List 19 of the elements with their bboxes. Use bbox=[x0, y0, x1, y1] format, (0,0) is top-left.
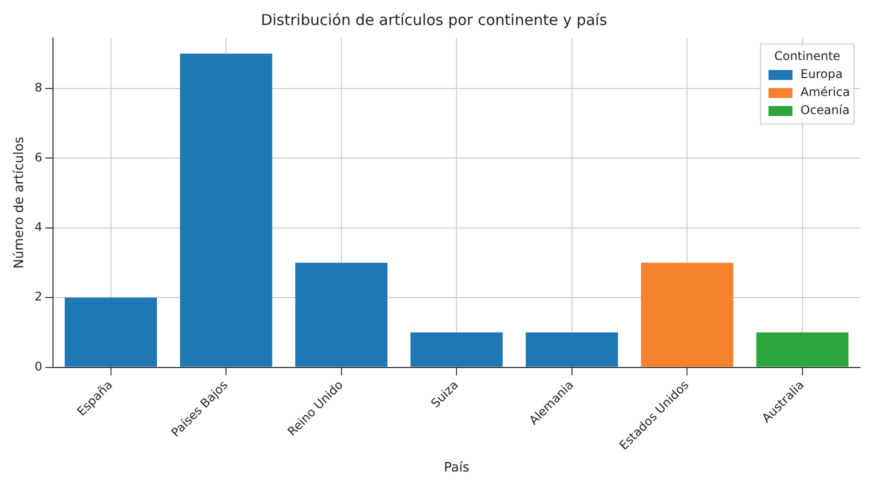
y-axis-title: Número de artículos bbox=[12, 136, 28, 269]
y-tick-label: 8 bbox=[34, 80, 42, 95]
bar bbox=[64, 298, 157, 367]
legend-label: Europa bbox=[800, 67, 843, 82]
legend-label: Oceanía bbox=[800, 103, 850, 118]
bar bbox=[295, 262, 388, 367]
y-tick-label: 0 bbox=[34, 359, 42, 374]
legend-title: Continente bbox=[774, 49, 840, 64]
bar bbox=[180, 54, 272, 367]
bar bbox=[526, 332, 618, 367]
chart-title: Distribución de artículos por continente y país bbox=[260, 10, 608, 29]
y-tick-label: 6 bbox=[34, 150, 42, 164]
bar bbox=[756, 332, 848, 367]
y-tick-label: 4 bbox=[34, 220, 42, 234]
bar bbox=[410, 332, 503, 367]
x-axis-title: País bbox=[444, 460, 470, 476]
bar bbox=[641, 262, 734, 367]
legend-label: América bbox=[800, 85, 850, 100]
y-tick-label: 2 bbox=[34, 290, 42, 304]
